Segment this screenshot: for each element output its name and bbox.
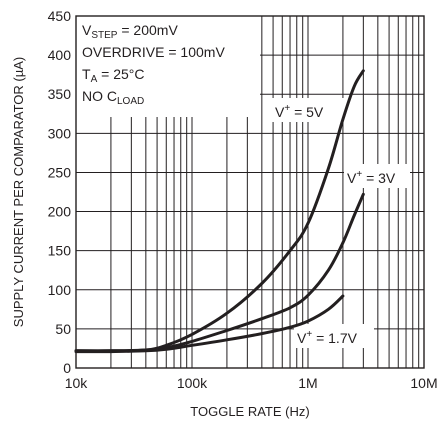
condition-vstep: VSTEP = 200mV <box>82 22 178 41</box>
series-label-1v7: V+ = 1.7V <box>297 329 358 346</box>
y-tick-label: 400 <box>48 47 72 63</box>
series-label-3v-bg <box>344 164 410 188</box>
plot-frame <box>75 15 425 369</box>
y-tick-label: 250 <box>48 164 72 180</box>
y-tick-label: 450 <box>48 8 72 24</box>
x-tick-label: 10M <box>410 375 437 391</box>
x-tick-label: 100k <box>177 375 208 391</box>
condition-overdrive: OVERDRIVE = 100mV <box>82 44 225 60</box>
y-tick-label: 50 <box>55 321 71 337</box>
y-tick-label: 350 <box>48 86 72 102</box>
condition-ta: TA = 25°C <box>82 66 144 85</box>
x-tick-label: 10k <box>65 375 89 391</box>
y-tick-label: 200 <box>48 204 72 220</box>
y-tick-labels: 0 50 100 150 200 250 300 350 400 450 <box>48 8 72 376</box>
y-tick-label: 150 <box>48 243 72 259</box>
curves <box>74 69 365 354</box>
condition-cload: NO CLOAD <box>82 88 144 107</box>
x-tick-label: 1M <box>298 375 317 391</box>
conditions-box <box>76 16 260 117</box>
y-axis-label: SUPPLY CURRENT PER COMPARATOR (µA) <box>11 57 26 327</box>
curve-1v7 <box>74 294 345 354</box>
x-tick-labels: 10k 100k 1M 10M <box>65 375 438 391</box>
series-label-3v: V+ = 3V <box>347 169 396 186</box>
series-label-5v-bg <box>272 98 346 122</box>
x-axis-label: TOGGLE RATE (Hz) <box>190 404 309 419</box>
y-tick-label: 0 <box>63 360 71 376</box>
y-tick-label: 100 <box>48 282 72 298</box>
series-label-1v7-bg <box>294 324 374 348</box>
y-tick-label: 300 <box>48 125 72 141</box>
series-label-5v: V+ = 5V <box>275 103 324 120</box>
